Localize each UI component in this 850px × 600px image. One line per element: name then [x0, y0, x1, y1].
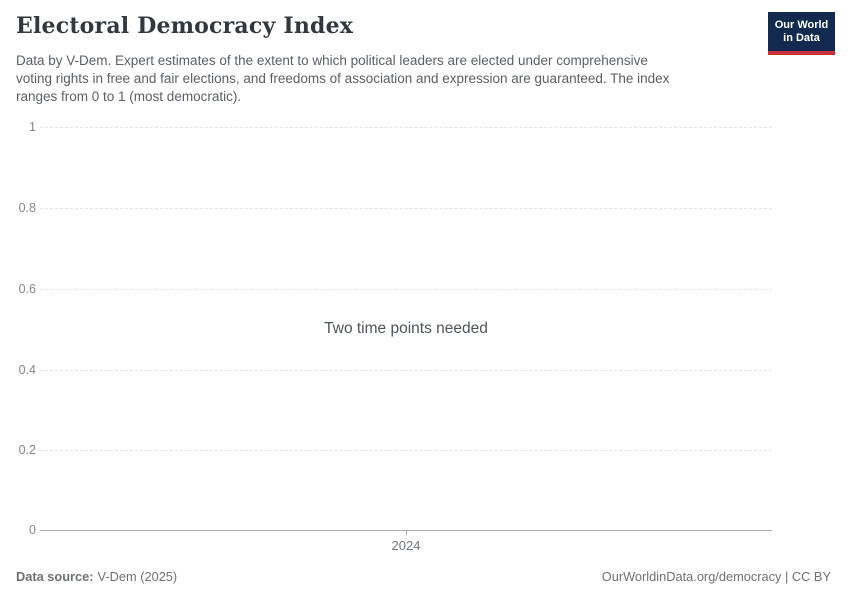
owid-logo-red-bar	[768, 51, 835, 55]
subtitle-line: voting rights in free and fair elections…	[16, 71, 670, 86]
owid-logo-text: Our World in Data	[768, 12, 835, 51]
subtitle-line: ranges from 0 to 1 (most democratic).	[16, 89, 242, 104]
chart-footer: Data source: V-Dem (2025) OurWorldinData.…	[16, 569, 831, 584]
x-axis-tick-mark	[406, 530, 407, 535]
subtitle-line: Data by V-Dem. Expert estimates of the e…	[16, 53, 648, 68]
y-axis-tick-label: 0.6	[18, 282, 36, 296]
y-axis-tick-label: 1	[29, 120, 36, 134]
data-source: Data source: V-Dem (2025)	[16, 569, 177, 584]
gridline	[40, 370, 772, 371]
data-source-label: Data source:	[16, 569, 94, 584]
page-title: Electoral Democracy Index	[16, 13, 354, 39]
y-axis-tick-label: 0	[29, 523, 36, 537]
gridline	[40, 289, 772, 290]
data-source-value: V-Dem (2025)	[97, 569, 178, 584]
y-axis-tick-label: 0.2	[18, 443, 36, 457]
gridline	[40, 450, 772, 451]
gridline	[40, 208, 772, 209]
chart-subtitle: Data by V-Dem. Expert estimates of the e…	[16, 52, 669, 106]
y-axis-tick-label: 0.8	[18, 201, 36, 215]
empty-state-message: Two time points needed	[324, 320, 488, 337]
owid-credit-link[interactable]: OurWorldinData.org/democracy | CC BY	[601, 569, 831, 584]
owid-logo[interactable]: Our World in Data	[768, 12, 835, 55]
y-axis-tick-label: 0.4	[18, 363, 36, 377]
gridline	[40, 127, 772, 128]
x-axis-tick-label: 2024	[391, 538, 421, 553]
